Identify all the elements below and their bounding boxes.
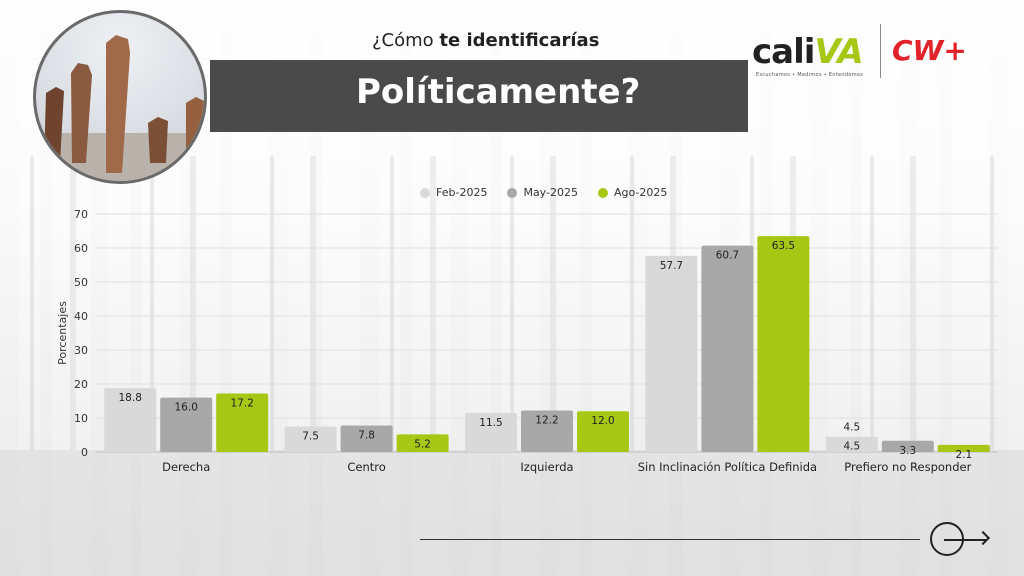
bar-value-label: 7.5 <box>302 431 319 443</box>
bar-value-label: 3.3 <box>899 445 916 457</box>
y-tick-label: 70 <box>74 208 88 221</box>
y-tick-label: 50 <box>74 276 88 289</box>
bar-value-label-extra: 4.5 <box>843 422 860 434</box>
background-cityscape <box>0 156 1024 576</box>
subtitle: ¿Cómo te identificarías <box>372 30 600 51</box>
legend-swatch-feb <box>420 187 430 198</box>
caliva-logo: caliVA <box>752 32 864 72</box>
legend-swatch-ago <box>597 187 608 198</box>
bar-value-label: 11.5 <box>479 417 502 429</box>
bar-value-label: 18.8 <box>119 392 142 404</box>
x-tick-label: Centro <box>347 460 385 474</box>
bar-value-label: 5.2 <box>414 438 431 450</box>
legend-label-feb: Feb-2025 <box>436 186 488 199</box>
bar <box>340 425 393 452</box>
bar <box>881 440 934 452</box>
page-title: Políticamente? <box>356 72 641 112</box>
x-tick-label: Derecha <box>162 460 210 474</box>
bar <box>521 410 573 452</box>
bar-value-label: 60.7 <box>716 250 739 262</box>
bar <box>216 393 269 452</box>
bar-value-label: 7.8 <box>358 429 375 441</box>
y-axis-label: Porcentajes <box>56 301 69 365</box>
caliva-tagline: Escuchamos • Medimos • Entendemos <box>756 72 864 78</box>
bar <box>465 412 517 452</box>
x-tick-label: Prefiero no Responder <box>844 460 971 474</box>
bar-value-label: 63.5 <box>772 240 795 252</box>
bar-value-label: 16.0 <box>175 402 198 414</box>
bar <box>160 397 213 452</box>
chart-legend: Feb-2025 May-2025 Ago-2025 <box>420 186 667 199</box>
y-tick-label: 0 <box>81 446 88 459</box>
cw-plus-logo: CW+ <box>892 34 967 67</box>
bar-value-label: 12.2 <box>535 415 558 427</box>
legend-item-feb: Feb-2025 <box>420 186 487 199</box>
title-banner <box>210 60 748 132</box>
bar <box>937 444 990 452</box>
bar-value-label: 2.1 <box>955 449 972 461</box>
y-tick-label: 20 <box>74 378 88 391</box>
x-tick-label: Izquierda <box>520 460 573 474</box>
bar <box>757 236 810 452</box>
y-tick-label: 60 <box>74 242 88 255</box>
x-tick-label: Sin Inclinación Política Definida <box>638 460 817 474</box>
legend-label-may: May-2025 <box>523 186 578 199</box>
bar <box>104 388 157 452</box>
y-tick-label: 40 <box>74 310 88 323</box>
bar <box>645 255 698 452</box>
legend-item-ago: Ago-2025 <box>597 186 668 199</box>
bar <box>577 411 629 452</box>
y-tick-label: 30 <box>74 344 88 357</box>
bar-value-label: 4.5 <box>843 441 860 453</box>
bar <box>396 434 449 452</box>
bar <box>701 245 754 452</box>
footer-line <box>420 539 920 540</box>
y-tick-label: 10 <box>74 412 88 425</box>
legend-label-ago: Ago-2025 <box>613 186 668 199</box>
bar-value-label: 17.2 <box>231 398 254 410</box>
legend-swatch-may <box>507 187 518 198</box>
bar-value-label: 57.7 <box>660 260 683 272</box>
bar-value-label: 12.0 <box>591 415 614 427</box>
bar <box>825 436 878 452</box>
logo-divider <box>880 24 881 78</box>
legend-item-may: May-2025 <box>507 186 578 199</box>
next-arrow-icon[interactable] <box>944 539 986 541</box>
bar <box>284 426 337 452</box>
